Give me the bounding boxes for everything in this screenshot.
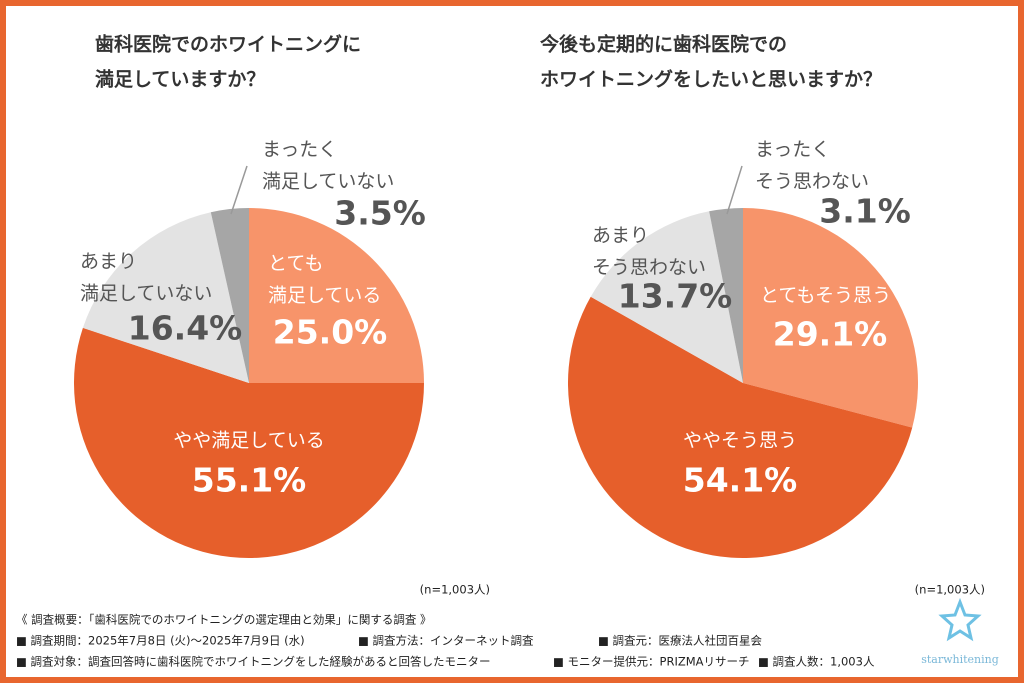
pie-slice (568, 296, 913, 559)
value-label: 25.0% (273, 313, 388, 352)
slice-label: そう思わない (592, 257, 706, 279)
leader-line (230, 165, 248, 215)
slice-label: とてもそう思う (760, 285, 891, 307)
value-label: 3.1% (819, 192, 911, 231)
slice-label: 満足していない (80, 283, 212, 305)
logo-text: starwhitening (921, 653, 999, 666)
slice-label: まったく (262, 139, 337, 161)
value-label: 16.4% (128, 309, 243, 348)
footer-item: ■ 調査期間：2025年7月8日 (火)〜2025年7月9日 (水) (16, 634, 305, 648)
slice-label: あまり (592, 225, 649, 247)
value-label: 54.1% (683, 461, 798, 500)
pie-slice (709, 208, 743, 383)
slice-label: ややそう思う (683, 430, 797, 452)
value-label: 13.7% (618, 277, 733, 316)
slice-label: とても (268, 253, 323, 275)
slice-label: やや満足している (173, 430, 324, 452)
sample-note: (n=1,003人) (915, 583, 985, 597)
footer-heading: 《 調査概要：「歯科医院でのホワイトニングの選定理由と効果」に関する調査 》 (16, 613, 432, 627)
footer-item: ■ 調査元：医療法人社団百星会 (598, 634, 763, 648)
footer-item: ■ モニター提供元：PRIZMAリサーチ (553, 655, 750, 669)
footer-item: ■ 調査人数：1,003人 (758, 655, 875, 669)
chart-title: 歯科医院でのホワイトニングに (95, 33, 361, 56)
value-label: 55.1% (192, 461, 307, 500)
pie-slice (743, 208, 918, 428)
slice-label: そう思わない (755, 171, 869, 193)
chart-title: 満足していますか？ (95, 69, 265, 91)
sample-note: (n=1,003人) (420, 583, 490, 597)
logo-star (938, 597, 982, 642)
pie-slice (590, 211, 743, 383)
logo: starwhitening (921, 597, 999, 666)
pie-slice (73, 327, 424, 558)
footer-item: ■ 調査対象：調査回答時に歯科医院でホワイトニングをした経験があると回答したモニ… (16, 655, 491, 669)
value-label: 3.5% (334, 194, 426, 233)
pie-slice (249, 208, 424, 383)
slice-label: まったく (755, 139, 830, 161)
slice-label: 満足している (268, 285, 381, 307)
chart-title: ホワイトニングをしたいと思いますか？ (540, 68, 882, 91)
slice-label: あまり (80, 251, 137, 273)
slice-label: 満足していない (262, 171, 394, 193)
pie-slice (82, 212, 249, 383)
value-label: 29.1% (773, 315, 888, 354)
leader-line (726, 165, 743, 215)
chart-title: 今後も定期的に歯科医院での (539, 33, 787, 56)
footer-item: ■ 調査方法：インターネット調査 (358, 634, 534, 648)
pie-slice (210, 208, 249, 383)
